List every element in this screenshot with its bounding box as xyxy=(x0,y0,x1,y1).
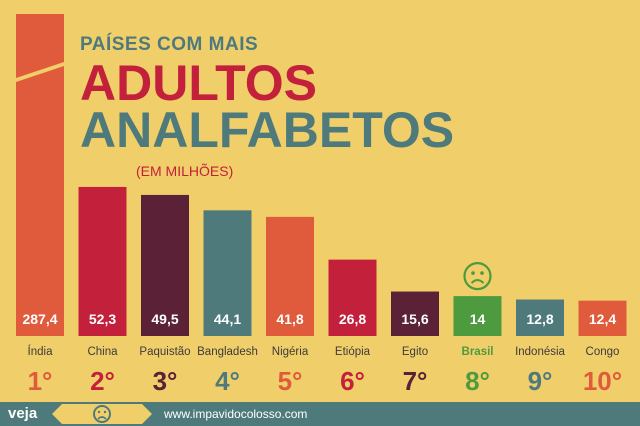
chart-title-pre: PAÍSES COM MAIS xyxy=(80,34,259,55)
bar-0 xyxy=(16,14,64,336)
bar-7 xyxy=(453,296,502,336)
bar-5 xyxy=(328,259,377,336)
value-label-9: 12,4 xyxy=(589,311,616,327)
category-label-1: China xyxy=(87,346,118,358)
rank-label-2: 3° xyxy=(153,366,178,396)
rank-label-3: 4° xyxy=(215,366,240,396)
value-label-2: 49,5 xyxy=(151,311,178,327)
category-label-7: Brasil xyxy=(462,346,494,358)
value-label-7: 14 xyxy=(470,311,486,327)
category-label-6: Egito xyxy=(402,346,428,358)
value-label-5: 26,8 xyxy=(339,311,366,327)
value-label-3: 44,1 xyxy=(214,311,241,327)
rank-label-4: 5° xyxy=(278,366,303,396)
rank-label-5: 6° xyxy=(340,366,365,396)
publisher-logo: veja xyxy=(8,405,38,422)
bar-6 xyxy=(391,291,439,336)
rank-label-0: 1° xyxy=(28,366,53,396)
value-label-8: 12,8 xyxy=(526,311,553,327)
bar-break-mark xyxy=(16,62,64,82)
rank-label-9: 10° xyxy=(583,366,622,396)
footer-url: www.impavidocolosso.com xyxy=(164,407,308,421)
chart-subtitle: (EM MILHÕES) xyxy=(136,163,234,179)
chart-title-main2: ANALFABETOS xyxy=(80,102,455,158)
sad-face-eye-right xyxy=(480,271,484,275)
rank-label-6: 7° xyxy=(403,366,428,396)
category-label-8: Indonésia xyxy=(515,346,565,358)
rank-label-8: 9° xyxy=(528,366,553,396)
bar-4 xyxy=(266,216,314,336)
category-label-5: Etiópia xyxy=(335,346,371,358)
footer-bar: veja www.impavidocolosso.com xyxy=(0,402,640,426)
category-label-9: Congo xyxy=(586,346,620,358)
sad-face-icon xyxy=(463,262,492,291)
bar-2 xyxy=(141,194,189,336)
rank-label-7: 8° xyxy=(465,366,490,396)
value-label-6: 15,6 xyxy=(401,311,428,327)
chart-title-main1: ADULTOS xyxy=(80,55,318,111)
sad-face-mouth xyxy=(470,279,485,284)
sad-face-eye-left xyxy=(471,271,475,275)
bar-8 xyxy=(516,299,564,336)
bar-3 xyxy=(203,210,252,336)
value-label-4: 41,8 xyxy=(276,311,303,327)
value-label-0: 287,4 xyxy=(22,311,57,327)
category-label-0: Índia xyxy=(28,345,54,358)
category-label-3: Bangladesh xyxy=(197,346,258,358)
bar-1 xyxy=(78,186,127,336)
rank-label-1: 2° xyxy=(90,366,115,396)
sad-face-badge-icon xyxy=(52,404,152,424)
title-block: PAÍSES COM MAIS ADULTOS ANALFABETOS xyxy=(80,34,455,158)
category-label-4: Nigéria xyxy=(272,346,309,358)
value-label-1: 52,3 xyxy=(89,311,116,327)
category-label-2: Paquistão xyxy=(139,346,190,358)
bar-9 xyxy=(578,300,627,336)
